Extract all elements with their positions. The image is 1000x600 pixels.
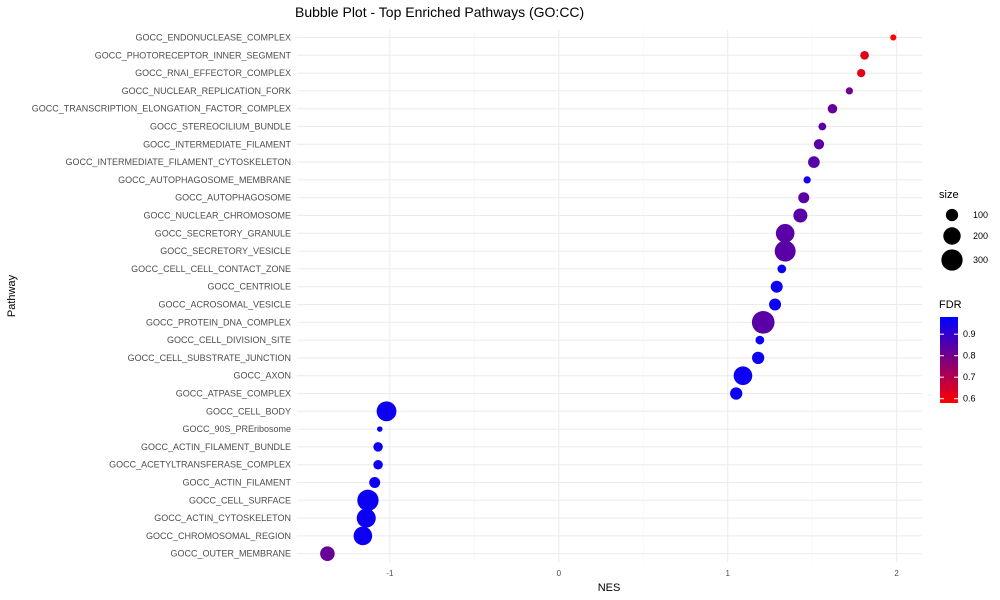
y-tick-label: GOCC_INTERMEDIATE_FILAMENT_CYTOSKELETON [65,157,291,167]
y-tick-label: GOCC_PHOTORECEPTOR_INNER_SEGMENT [95,50,292,60]
size-legend: size 100 200 300 [939,189,988,271]
y-tick-label: GOCC_ENDONUCLEASE_COMPLEX [135,33,291,43]
data-point [770,280,783,293]
y-tick-label: GOCC_ACROSOMAL_VESICLE [158,300,291,310]
data-point [813,139,825,150]
y-tick-label: GOCC_CELL_BODY [206,406,291,416]
data-point [373,459,383,470]
y-tick-label: GOCC_ACTIN_FILAMENT [182,478,291,488]
data-point [860,50,869,60]
x-axis-tick-labels: -1 0 1 2 [386,569,899,578]
data-point [818,122,827,131]
y-tick-label: GOCC_OUTER_MEMBRANE [170,549,291,559]
x-tick-label: 0 [557,569,562,578]
size-legend-key [941,249,963,271]
y-tick-label: GOCC_ACETYLTRANSFERASE_COMPLEX [109,460,291,470]
size-legend-label: 200 [973,231,988,241]
data-point [775,223,795,243]
y-tick-label: GOCC_SECRETORY_GRANULE [155,228,291,238]
data-point [377,426,383,432]
data-point [808,156,820,168]
y-axis-title: Pathway [6,274,18,317]
y-tick-label: GOCC_ATPASE_COMPLEX [176,389,291,399]
data-point [755,335,765,345]
data-point [320,546,335,561]
y-tick-label: GOCC_AUTOPHAGOSOME_MEMBRANE [118,175,291,185]
data-point [777,264,787,274]
x-axis-title: NES [598,582,621,594]
fdr-legend-label: 0.9 [963,329,976,339]
y-tick-label: GOCC_AUTOPHAGOSOME [175,193,291,203]
size-legend-label: 100 [973,210,988,220]
y-tick-label: GOCC_STEREOCILIUM_BUNDLE [150,122,291,132]
y-tick-label: GOCC_CELL_DIVISION_SITE [167,335,291,345]
data-point [798,192,810,204]
y-tick-label: GOCC_90S_PREribosome [182,424,291,434]
y-tick-label: GOCC_CELL_SURFACE [189,495,291,505]
data-point [752,351,765,365]
size-legend-label: 300 [973,255,988,265]
y-tick-label: GOCC_AXON [233,371,291,381]
data-point [733,366,753,386]
y-tick-label: GOCC_CENTRIOLE [207,282,291,292]
fdr-legend-label: 0.6 [963,394,976,404]
y-tick-label: GOCC_NUCLEAR_CHROMOSOME [143,211,291,221]
data-point [369,477,381,488]
y-tick-label: GOCC_CELL_SUBSTRATE_JUNCTION [128,353,291,363]
data-points [320,34,897,561]
size-legend-title: size [939,189,959,201]
y-tick-label: GOCC_PROTEIN_DNA_COMPLEX [146,317,291,327]
fdr-legend-label: 0.7 [963,372,976,382]
data-point [356,508,376,528]
data-point [730,387,743,400]
data-point [769,298,782,311]
fdr-legend-label: 0.8 [963,351,976,361]
data-point [774,240,796,262]
y-tick-label: GOCC_TRANSCRIPTION_ELONGATION_FACTOR_COM… [32,104,291,114]
y-tick-label: GOCC_CHROMOSOMAL_REGION [146,531,291,541]
data-point [751,310,775,334]
data-point [357,489,379,511]
y-tick-label: GOCC_SECRETORY_VESICLE [160,246,291,256]
y-axis-tick-labels: GOCC_ENDONUCLEASE_COMPLEX GOCC_PHOTORECEP… [32,33,292,559]
data-point [827,103,838,114]
y-tick-label: GOCC_RNAI_EFFECTOR_COMPLEX [135,68,291,78]
data-point [376,401,397,422]
y-tick-label: GOCC_CELL_CELL_CONTACT_ZONE [131,264,291,274]
y-tick-label: GOCC_ACTIN_FILAMENT_BUNDLE [141,442,291,452]
data-point [845,87,854,95]
data-point [803,176,811,184]
x-tick-label: 2 [894,569,899,578]
fdr-legend-title: FDR [939,299,962,311]
data-point [373,442,383,452]
data-point [793,208,808,223]
data-point [353,526,373,546]
x-tick-label: -1 [386,569,394,578]
y-tick-label: GOCC_ACTIN_CYTOSKELETON [154,513,291,523]
chart-title: Bubble Plot - Top Enriched Pathways (GO:… [295,4,584,20]
data-point [890,34,897,41]
fdr-colorbar [940,317,958,403]
size-legend-key [943,227,961,245]
y-tick-label: GOCC_NUCLEAR_REPLICATION_FORK [122,86,291,96]
data-point [857,68,866,78]
size-legend-key [945,208,959,222]
x-tick-label: 1 [726,569,731,578]
y-tick-label: GOCC_INTERMEDIATE_FILAMENT [143,139,291,149]
fdr-legend: FDR 0.6 0.7 0.8 0.9 [939,299,976,404]
plot-grid [297,30,922,562]
